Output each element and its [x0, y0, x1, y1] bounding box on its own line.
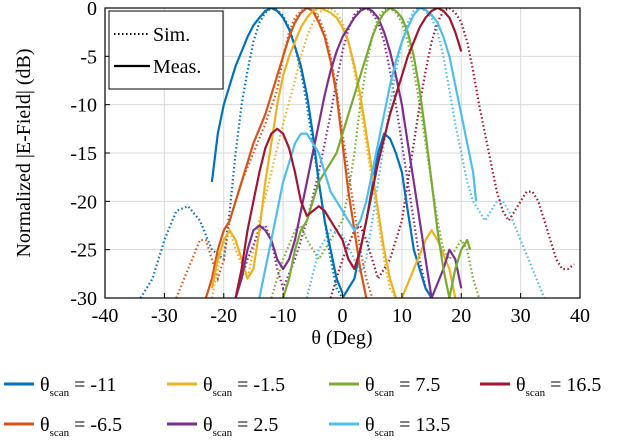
x-tick-label: -30: [151, 305, 178, 327]
series-legend: θscan = -11 θscan = -1.5 θscan = 7.5 θscan …: [4, 374, 601, 439]
series-1-meas-line: [204, 8, 368, 298]
series-5-meas-line: [258, 8, 478, 298]
x-tick-label: 10: [392, 305, 412, 327]
y-tick-label: -5: [80, 46, 97, 68]
y-tick-label: -20: [70, 191, 97, 213]
y-axis-label: Normalized |E-Field| (dB): [13, 48, 35, 257]
series-2-meas-sidelobe-line: [400, 229, 457, 298]
legend-entry-4: θscan = -6.5: [40, 414, 122, 439]
series-4-meas-sidelobe-line: [448, 238, 472, 298]
legend-meas-label: Meas.: [153, 56, 201, 78]
x-tick-label: -40: [92, 305, 119, 327]
legend-entry-0: θscan = -11: [40, 374, 116, 399]
x-tick-label: 20: [451, 305, 471, 327]
legend-entry-6: θscan = 13.5: [365, 414, 450, 439]
series-6-meas-line: [234, 8, 463, 298]
series-4-meas-line: [282, 8, 451, 298]
y-tick-label: -15: [70, 143, 97, 165]
x-axis-label: θ (Deg): [311, 327, 372, 349]
series-1-sim-line: [175, 8, 374, 298]
series-2-sim-line: [210, 8, 397, 298]
x-tick-label: 0: [338, 305, 348, 327]
series-layer: [139, 8, 575, 298]
legend-sim-label: Sim.: [153, 24, 190, 46]
y-tick-label: -25: [70, 240, 97, 262]
ticks: -40 -30 -20 -10 0 10 20 30 400-5-10-15-20-25-30: [70, 0, 590, 327]
legend-entry-2: θscan = 7.5: [365, 374, 440, 399]
y-tick-label: -10: [70, 95, 97, 117]
x-tick-label: 40: [570, 305, 590, 327]
x-tick-label: -20: [210, 305, 237, 327]
series-3-meas-sidelobe-line: [430, 248, 463, 298]
legend-entry-5: θscan = 2.5: [203, 414, 278, 439]
legend-entry-1: θscan = -1.5: [203, 374, 285, 399]
series-3-meas-line: [234, 8, 433, 298]
style-legend: Sim. Meas.: [108, 10, 224, 90]
y-tick-label: -30: [70, 288, 97, 310]
x-tick-label: -10: [270, 305, 297, 327]
legend-entry-3: θscan = 16.5: [516, 374, 601, 399]
x-tick-label: 30: [511, 305, 531, 327]
series-0-meas-line: [210, 8, 344, 294]
y-tick-label: 0: [87, 0, 97, 20]
style-legend-box: [108, 10, 224, 90]
